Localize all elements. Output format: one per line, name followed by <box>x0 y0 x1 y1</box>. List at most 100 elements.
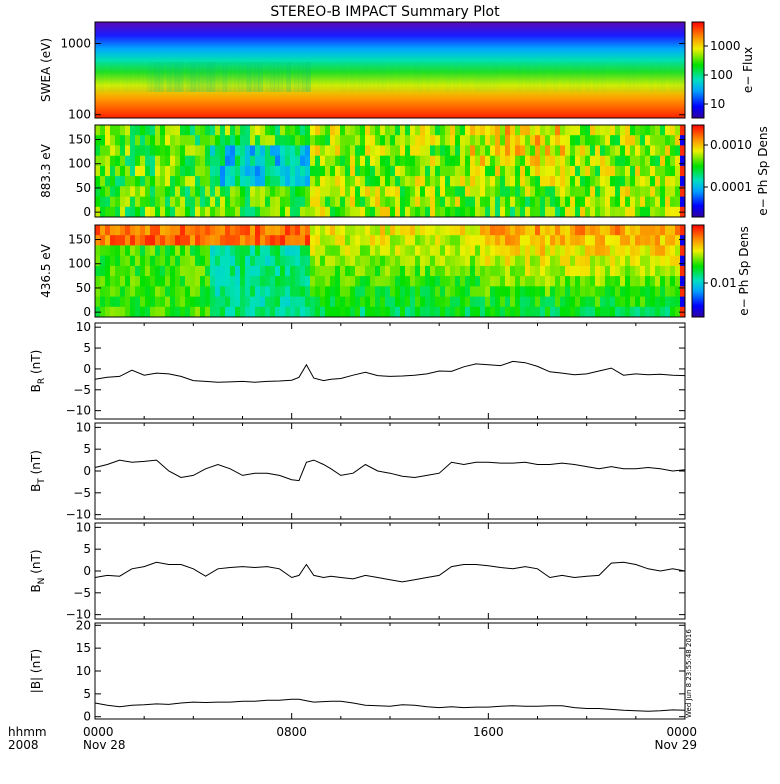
pad436-heatmap-cell <box>630 306 636 317</box>
pad436-heatmap-cell <box>245 225 251 236</box>
pad436-heatmap-cell <box>235 235 241 246</box>
swea-heatmap-cell <box>134 62 140 92</box>
pad883-heatmap-cell <box>135 165 141 177</box>
pad436-heatmap-cell <box>355 245 361 257</box>
pad883-heatmap-cell <box>590 206 596 217</box>
pad436-heatmap-cell <box>400 265 406 277</box>
pad436-heatmap-cell <box>400 286 406 297</box>
pad436-heatmap-cell <box>145 255 151 267</box>
pad883-heatmap-cell <box>200 196 206 208</box>
swea-heatmap-cell <box>521 62 527 92</box>
pad883-heatmap-cell <box>230 165 236 177</box>
pad883-heatmap-cell <box>480 165 486 177</box>
pad436-heatmap-cell <box>110 306 116 317</box>
pad883-heatmap-cell <box>300 145 306 157</box>
pad436-heatmap-cell <box>105 306 111 317</box>
pad883-heatmap-cell <box>205 155 211 167</box>
pad883-heatmap-cell <box>340 165 346 177</box>
date-tick-label: Nov 28 <box>83 738 126 752</box>
pad436-heatmap-cell <box>570 245 576 257</box>
pad883-heatmap-cell <box>500 196 506 208</box>
pad883-heatmap-cell <box>675 206 681 217</box>
pad883-heatmap-cell <box>290 145 296 157</box>
pad883-heatmap-cell <box>245 155 251 167</box>
pad883-heatmap-cell <box>135 186 141 197</box>
pad883-heatmap-cell <box>545 135 551 146</box>
swea-heatmap-cell <box>661 62 666 92</box>
pad436-heatmap-cell <box>510 255 516 267</box>
pad883-heatmap-cell <box>545 145 551 157</box>
y-tick-label: 0 <box>83 710 91 724</box>
pad883-heatmap-cell <box>315 135 321 146</box>
pad436-heatmap-cell <box>580 225 586 236</box>
pad436-heatmap-cell <box>275 235 281 246</box>
swea-heatmap-cell <box>529 62 535 92</box>
pad883-heatmap-cell <box>155 155 161 167</box>
pad436-heatmap-cell <box>545 225 551 236</box>
pad436-heatmap-cell <box>545 296 551 308</box>
pad883-heatmap-cell <box>550 206 556 217</box>
pad883-heatmap-cell <box>160 196 166 208</box>
pad883-heatmap-cell <box>580 125 586 136</box>
pad436-heatmap-cell <box>160 225 166 236</box>
pad883-heatmap-cell <box>185 135 191 146</box>
swea-heatmap-cell <box>202 62 208 92</box>
pad883-heatmap-cell <box>510 206 516 217</box>
pad883-heatmap-cell <box>665 145 671 157</box>
pad436-heatmap-cell <box>165 235 171 246</box>
pad436-heatmap-cell <box>120 255 126 267</box>
pad883-heatmap-cell <box>180 176 186 187</box>
pad436-heatmap-cell <box>295 276 301 287</box>
pad883-heatmap-cell <box>195 135 201 146</box>
pad436-heatmap-cell <box>490 255 496 267</box>
pad436-heatmap-cell <box>620 245 626 257</box>
pad883-heatmap-cell <box>410 125 416 136</box>
swea-heatmap-cell <box>633 62 638 92</box>
pad883-heatmap-cell <box>590 125 596 136</box>
pad436-heatmap-cell <box>565 225 571 236</box>
pad436-heatmap-cell <box>505 286 511 297</box>
pad883-heatmap-cell <box>225 135 231 146</box>
pad883-heatmap-cell <box>530 165 536 177</box>
pad436-heatmap-cell <box>160 286 166 297</box>
pad883-heatmap-cell <box>270 135 276 146</box>
pad883-heatmap-cell <box>435 135 441 146</box>
pad883-heatmap-cell <box>635 145 641 157</box>
pad436-heatmap-cell <box>205 235 211 246</box>
pad883-heatmap-cell <box>535 165 541 177</box>
pad883-heatmap-cell <box>285 145 291 157</box>
pad436-heatmap-cell <box>140 235 146 246</box>
pad883-heatmap-cell <box>240 125 246 136</box>
pad883-heatmap-cell <box>365 206 371 217</box>
pad883-heatmap-cell <box>220 165 226 177</box>
pad883-heatmap-cell <box>515 186 521 197</box>
pad436-heatmap-cell <box>500 306 506 317</box>
pad436-heatmap-cell <box>530 245 536 257</box>
pad436-heatmap-cell <box>615 245 621 257</box>
pad883-heatmap-cell <box>490 196 496 208</box>
pad436-heatmap-cell <box>575 265 581 277</box>
pad883-heatmap-cell <box>395 155 401 167</box>
pad883-heatmap-cell <box>235 155 241 167</box>
pad436-heatmap-cell <box>585 306 591 317</box>
pad436-heatmap-cell <box>595 306 601 317</box>
y-tick-label: 100 <box>68 108 91 122</box>
y-tick-label: 10 <box>76 320 91 334</box>
pad883-heatmap-cell <box>120 125 126 136</box>
pad436-heatmap-cell <box>520 265 526 277</box>
pad436-heatmap-cell <box>450 225 456 236</box>
pad436-heatmap-cell <box>330 286 336 297</box>
pad436-heatmap-cell <box>235 255 241 267</box>
pad883-heatmap-cell <box>585 135 591 146</box>
pad436-heatmap-cell <box>270 255 276 267</box>
pad883-heatmap-cell <box>335 125 341 136</box>
pad436-heatmap-cell <box>310 276 316 287</box>
pad883-heatmap-cell <box>495 196 501 208</box>
pad436-heatmap-cell <box>675 265 681 277</box>
pad883-heatmap-cell <box>110 165 116 177</box>
pad436-heatmap-cell <box>645 265 651 277</box>
y-tick-label: 5 <box>83 687 91 701</box>
pad883-heatmap-cell <box>445 135 451 146</box>
pad883-heatmap-cell <box>105 165 111 177</box>
pad883-heatmap-cell <box>555 186 561 197</box>
